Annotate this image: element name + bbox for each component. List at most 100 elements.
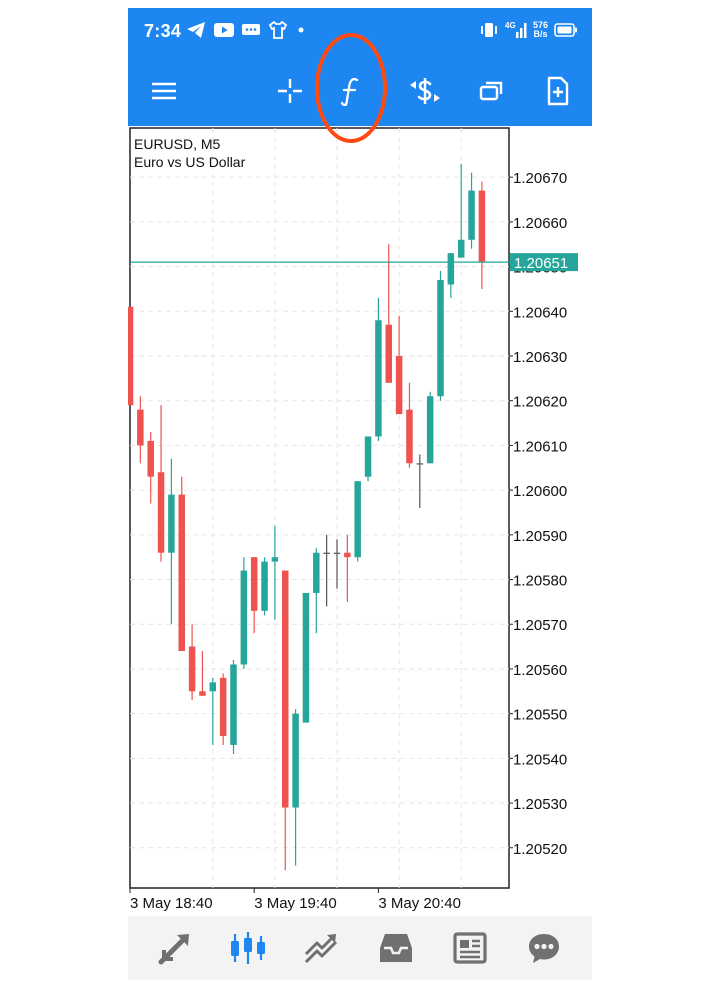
candle-body — [354, 481, 361, 558]
y-tick-label: 1.20560 — [513, 662, 567, 679]
dot-icon — [298, 27, 304, 33]
y-tick-label: 1.20590 — [513, 528, 567, 545]
y-tick-label: 1.20640 — [513, 304, 567, 321]
nav-trade[interactable] — [301, 928, 341, 968]
objects-button[interactable] — [538, 71, 578, 111]
crosshair-icon — [278, 79, 302, 103]
trade-icon — [304, 934, 338, 964]
candle-body — [147, 440, 154, 477]
candle-body — [478, 190, 486, 263]
youtube-icon — [214, 23, 234, 37]
candle-body — [323, 552, 330, 554]
candle-body — [313, 552, 320, 593]
x-tick-label: 3 May 18:40 — [130, 895, 213, 912]
candle-body — [137, 409, 144, 446]
chart-icon — [231, 932, 265, 964]
nav-history[interactable] — [376, 928, 416, 968]
candle-body — [395, 356, 403, 415]
x-tick-label: 3 May 20:40 — [378, 895, 461, 912]
shirt-icon — [268, 21, 288, 39]
status-bar: 7:34 — [128, 8, 592, 56]
candle-body — [426, 396, 434, 464]
indicators-icon — [340, 77, 359, 106]
y-tick-label: 1.20520 — [513, 841, 567, 858]
candle-body — [261, 561, 268, 611]
plot-frame — [129, 127, 510, 889]
battery-icon — [554, 23, 577, 37]
crosshair-button[interactable] — [270, 71, 310, 111]
y-tick-label: 1.20580 — [513, 573, 567, 590]
trade-icon — [410, 78, 440, 104]
x-tick-label: 3 May 19:40 — [254, 895, 337, 912]
y-tick-label: 1.20550 — [513, 707, 567, 724]
telegram-icon — [187, 22, 205, 38]
symbol-description: Euro vs US Dollar — [134, 154, 246, 170]
candle-body — [344, 552, 351, 558]
chart-area[interactable]: 1.206701.206601.206501.206401.206301.206… — [128, 126, 592, 914]
nav-chart[interactable] — [228, 928, 268, 968]
price-chart[interactable]: 1.206701.206601.206501.206401.206301.206… — [128, 126, 592, 914]
candle-body — [282, 570, 289, 808]
messages-icon — [529, 934, 559, 963]
candle-body — [457, 239, 465, 258]
candle-body — [447, 253, 455, 285]
network-speed: 576 B/s — [533, 21, 548, 39]
candle-body — [230, 664, 237, 745]
candle-body — [219, 677, 227, 736]
candle-body — [416, 463, 424, 465]
status-system-icons: 4G 576 B/s — [479, 20, 578, 40]
nav-quotes[interactable] — [155, 928, 195, 968]
windows-icon — [479, 81, 503, 101]
candle-body — [209, 682, 217, 692]
y-tick-label: 1.20630 — [513, 349, 567, 366]
candle-body — [302, 592, 310, 723]
network-speed-unit: B/s — [533, 29, 548, 39]
indicators-button[interactable] — [331, 71, 371, 111]
chart-toolbar — [128, 56, 592, 126]
candle-body — [168, 494, 175, 553]
status-time: 7:34 — [144, 21, 182, 41]
candle-body — [128, 306, 134, 406]
nav-news[interactable] — [450, 928, 490, 968]
candle-body — [178, 494, 185, 652]
network-speed-value: 576 — [532, 20, 548, 30]
quotes-icon — [158, 934, 189, 965]
y-tick-label: 1.20610 — [513, 438, 567, 455]
y-tick-label: 1.20620 — [513, 394, 567, 411]
candle-body — [271, 557, 279, 562]
symbol-title: EURUSD, M5 — [134, 136, 221, 152]
windows-button[interactable] — [472, 71, 512, 111]
phone-screen: 7:34 — [128, 8, 592, 980]
menu-icon — [152, 82, 176, 100]
candle-body — [406, 409, 413, 464]
svg-text:4G: 4G — [505, 21, 516, 30]
signal-icon: 4G — [505, 21, 527, 38]
vibrate-icon — [481, 23, 497, 37]
candle-body — [364, 436, 372, 477]
candle-body — [250, 557, 258, 611]
candle-body — [333, 552, 341, 554]
y-tick-label: 1.20660 — [513, 215, 567, 232]
candle-body — [199, 691, 206, 696]
y-tick-label: 1.20530 — [513, 796, 567, 813]
candle-body — [188, 646, 196, 692]
y-tick-label: 1.20670 — [513, 170, 567, 187]
candle-body — [157, 472, 165, 553]
sms-icon — [242, 24, 260, 35]
news-icon — [453, 932, 487, 964]
nav-messages[interactable] — [524, 928, 564, 968]
objects-icon — [547, 76, 569, 106]
menu-button[interactable] — [144, 71, 184, 111]
candle-body — [385, 324, 392, 383]
candle-body — [292, 713, 299, 808]
y-tick-label: 1.20570 — [513, 617, 567, 634]
candle-body — [468, 190, 475, 240]
trade-button[interactable] — [405, 71, 445, 111]
history-icon — [380, 934, 412, 962]
bottom-nav — [128, 916, 592, 980]
status-notification-icons — [186, 21, 306, 39]
candle-body — [240, 570, 248, 665]
y-tick-label: 1.20540 — [513, 751, 567, 768]
current-price-label: 1.20651 — [514, 255, 568, 272]
price-label-bg — [510, 253, 578, 272]
